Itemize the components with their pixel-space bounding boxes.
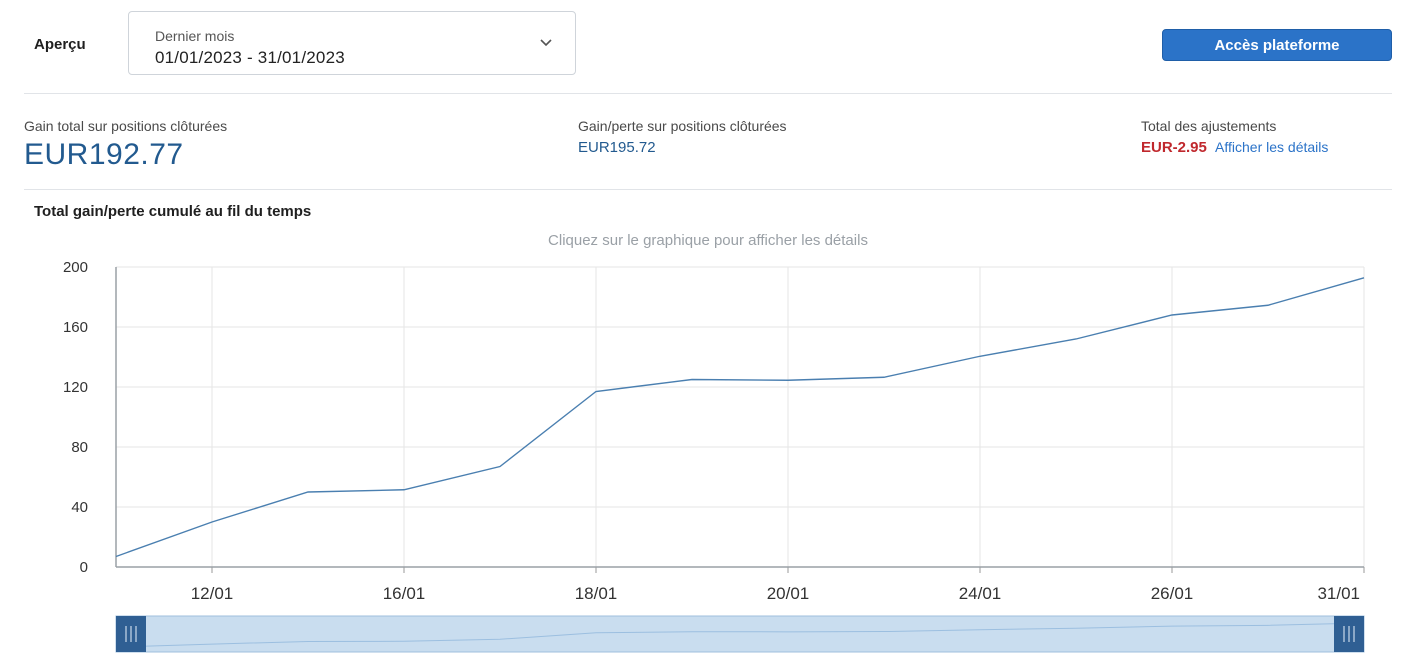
gain-loss-label: Gain/perte sur positions clôturées [578,118,787,134]
y-tick-label: 80 [71,439,88,456]
series-line[interactable] [115,277,1365,558]
show-details-link[interactable]: Afficher les détails [1215,139,1329,155]
navigator-range[interactable] [115,615,1365,653]
y-tick-label: 0 [80,559,88,576]
period-select[interactable]: Dernier mois 01/01/2023 - 31/01/2023 [128,11,576,75]
x-tick-label: 26/01 [1151,584,1194,603]
divider [24,93,1392,94]
chevron-down-icon [540,39,552,47]
x-tick-label: 24/01 [959,584,1002,603]
y-tick-label: 200 [63,259,88,276]
data-point[interactable] [305,489,311,495]
cumulative-gain-chart[interactable]: 0 40 80 120 160 200 12/01 16/01 18/01 20/01 24/01 2… [0,255,1416,660]
adjustments-value: EUR-2.95 [1141,139,1207,156]
navigator-series-line [115,622,1365,648]
y-tick-label: 160 [63,319,88,336]
data-point[interactable] [881,374,887,380]
total-gain-label: Gain total sur positions clôturées [24,118,228,134]
data-point[interactable] [1361,275,1367,281]
overview-label: Aperçu [34,36,86,53]
data-point[interactable] [401,487,407,493]
period-caption: Dernier mois [155,28,235,44]
data-point[interactable] [113,554,119,560]
y-tick-label: 120 [63,379,88,396]
adjustments-label: Total des ajustements [1141,118,1277,134]
y-tick-label: 40 [71,499,88,516]
data-point[interactable] [497,464,503,470]
x-tick-label: 16/01 [383,584,426,603]
data-point[interactable] [689,377,695,383]
x-tick-label: 20/01 [767,584,810,603]
x-tick-label: 12/01 [191,584,234,603]
data-point[interactable] [209,519,215,525]
chart-subtitle: Cliquez sur le graphique pour afficher l… [548,232,868,249]
navigator-handle-left[interactable] [116,616,146,652]
data-point[interactable] [1073,336,1079,342]
platform-access-button[interactable]: Accès plateforme [1162,29,1392,61]
chart-title: Total gain/perte cumulé au fil du temps [34,203,312,220]
total-gain-value: EUR192.77 [24,138,184,171]
x-tick-label: 31/01 [1317,584,1360,603]
divider [24,189,1392,190]
data-point[interactable] [785,377,791,383]
adjustments-row: EUR-2.95 Afficher les détails [1141,139,1328,156]
gain-loss-value: EUR195.72 [578,139,656,156]
data-point[interactable] [1265,302,1271,308]
navigator-handle-right[interactable] [1334,616,1364,652]
period-value: 01/01/2023 - 31/01/2023 [155,48,345,67]
data-point[interactable] [977,353,983,359]
data-point[interactable] [1169,312,1175,318]
data-point[interactable] [593,389,599,395]
x-tick-label: 18/01 [575,584,618,603]
